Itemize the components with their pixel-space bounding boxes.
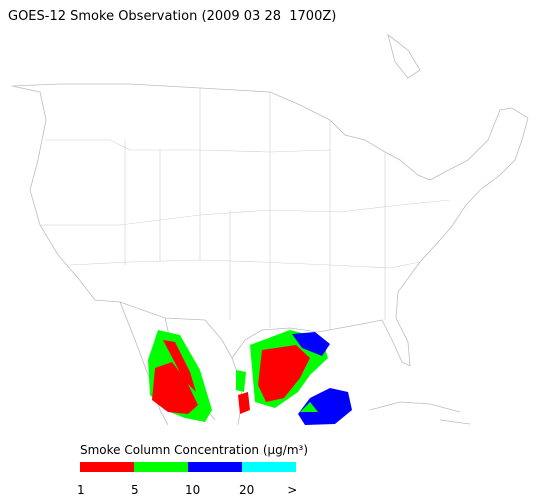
legend-label: 5	[131, 483, 139, 497]
legend-swatch	[80, 462, 134, 472]
title: GOES-12 Smoke Observation (2009 03 28 17…	[8, 9, 336, 24]
legend-label: 1	[77, 483, 85, 497]
smoke-plumes	[148, 330, 352, 425]
legend-title: Smoke Column Concentration (μg/m³)	[80, 443, 308, 457]
legend-label: 20	[239, 483, 254, 497]
legend-swatch	[188, 462, 242, 472]
legend-bar: 1 5 10 20 >	[77, 462, 297, 497]
legend-swatch	[242, 462, 296, 472]
legend-label: >	[287, 483, 297, 497]
legend-label: 10	[185, 483, 200, 497]
legend-swatch	[134, 462, 188, 472]
